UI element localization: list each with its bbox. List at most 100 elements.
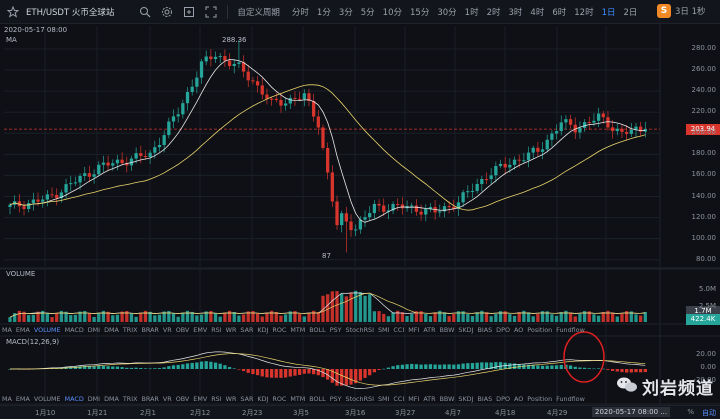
indicator-bias[interactable]: BIAS xyxy=(477,395,493,403)
indicator-mtm[interactable]: MTM xyxy=(290,395,306,403)
indicator-vr[interactable]: VR xyxy=(162,326,172,334)
indicator-dmi[interactable]: DMI xyxy=(87,395,101,403)
indicator-volume[interactable]: VOLUME xyxy=(33,395,61,403)
indicator-skdj[interactable]: SKDJ xyxy=(458,326,474,334)
indicator-ema[interactable]: EMA xyxy=(15,395,30,403)
interval-tab-4[interactable]: 10分 xyxy=(382,7,402,18)
macd-histogram-bar xyxy=(330,369,334,383)
indicator-wr[interactable]: WR xyxy=(225,395,237,403)
indicator-skdj[interactable]: SKDJ xyxy=(458,395,474,403)
indicator-stochrsi[interactable]: StochRSI xyxy=(345,395,374,403)
interval-tab-3[interactable]: 5分 xyxy=(360,7,375,18)
indicator-sar[interactable]: SAR xyxy=(240,395,254,403)
macd-histogram-bar xyxy=(326,369,330,380)
indicator-brar[interactable]: BRAR xyxy=(141,395,159,403)
volume-bar xyxy=(69,315,73,322)
indicator-ao[interactable]: AO xyxy=(513,395,524,403)
indicator-wr[interactable]: WR xyxy=(225,326,237,334)
indicator-emv[interactable]: EMV xyxy=(193,395,208,403)
macd-legend[interactable]: MACD(12,26,9) xyxy=(6,338,60,346)
indicator-ma[interactable]: MA xyxy=(2,395,12,403)
volume-bar xyxy=(573,316,577,322)
indicator-dma[interactable]: DMA xyxy=(104,395,119,403)
candle-body xyxy=(419,211,423,215)
indicator-bbw[interactable]: BBW xyxy=(439,395,455,403)
indicator-macd[interactable]: MACD xyxy=(64,395,84,403)
volume-bar xyxy=(8,317,12,322)
candle-body xyxy=(358,219,362,230)
interval-tab-13[interactable]: 1日 xyxy=(601,7,616,18)
indicator-obv[interactable]: OBV xyxy=(175,395,190,403)
indicator-macd[interactable]: MACD xyxy=(64,326,84,334)
indicator-ma[interactable]: MA xyxy=(2,326,12,334)
interval-tab-12[interactable]: 12时 xyxy=(574,7,594,18)
interval-tab-10[interactable]: 4时 xyxy=(530,7,545,18)
interval-tab-8[interactable]: 2时 xyxy=(486,7,501,18)
indicator-sar[interactable]: SAR xyxy=(240,326,254,334)
indicator-stochrsi[interactable]: StochRSI xyxy=(345,326,374,334)
indicator-ao[interactable]: AO xyxy=(513,326,524,334)
indicator-dpo[interactable]: DPO xyxy=(496,395,510,403)
indicator-cci[interactable]: CCI xyxy=(393,326,405,334)
volume-legend[interactable]: VOLUME xyxy=(6,270,36,278)
indicator-psy[interactable]: PSY xyxy=(329,326,342,334)
custom-interval-button[interactable]: 自定义周期 xyxy=(237,7,280,18)
search-icon[interactable] xyxy=(136,3,154,21)
indicator-roc[interactable]: ROC xyxy=(272,326,287,334)
percent-toggle[interactable]: % xyxy=(687,408,694,416)
interval-tab-14[interactable]: 2日 xyxy=(623,7,638,18)
indicator-dmi[interactable]: DMI xyxy=(87,326,101,334)
indicator-trix[interactable]: TRIX xyxy=(122,395,138,403)
indicator-rsi[interactable]: RSI xyxy=(211,326,222,334)
symbol-title[interactable]: ETH/USDT 火币全球站 xyxy=(26,7,115,18)
interval-tab-2[interactable]: 3分 xyxy=(338,7,353,18)
indicator-brar[interactable]: BRAR xyxy=(141,326,159,334)
indicator-kdj[interactable]: KDJ xyxy=(257,326,269,334)
indicator-mtm[interactable]: MTM xyxy=(290,326,306,334)
indicator-boll[interactable]: BOLL xyxy=(309,326,326,334)
indicator-emv[interactable]: EMV xyxy=(193,326,208,334)
interval-tab-7[interactable]: 1时 xyxy=(464,7,479,18)
ma-legend[interactable]: MA xyxy=(6,36,17,44)
interval-tab-9[interactable]: 3时 xyxy=(508,7,523,18)
settings-gear-icon[interactable] xyxy=(158,3,176,21)
macd-histogram-bar xyxy=(601,368,605,370)
indicator-bbw[interactable]: BBW xyxy=(439,326,455,334)
indicator-smi[interactable]: SMI xyxy=(377,326,390,334)
indicator-fundflow[interactable]: Fundflow xyxy=(556,395,585,403)
indicator-dpo[interactable]: DPO xyxy=(496,326,510,334)
indicator-bias[interactable]: BIAS xyxy=(477,326,493,334)
volume-bar xyxy=(31,314,35,322)
indicator-kdj[interactable]: KDJ xyxy=(257,395,269,403)
indicator-roc[interactable]: ROC xyxy=(272,395,287,403)
more-intervals[interactable]: 3日 1秒 xyxy=(675,7,706,17)
interval-tab-1[interactable]: 1分 xyxy=(316,7,331,18)
symbol-search-icon[interactable] xyxy=(4,3,22,21)
screenshot-icon[interactable] xyxy=(180,3,198,21)
indicator-atr[interactable]: ATR xyxy=(423,395,436,403)
interval-tab-6[interactable]: 30分 xyxy=(437,7,457,18)
interval-tab-5[interactable]: 15分 xyxy=(410,7,430,18)
interval-tab-11[interactable]: 6时 xyxy=(552,7,567,18)
indicator-boll[interactable]: BOLL xyxy=(309,395,326,403)
indicator-obv[interactable]: OBV xyxy=(175,326,190,334)
fullscreen-icon[interactable] xyxy=(202,3,220,21)
indicator-smi[interactable]: SMI xyxy=(377,395,390,403)
indicator-psy[interactable]: PSY xyxy=(329,395,342,403)
interval-tab-0[interactable]: 分时 xyxy=(291,7,309,18)
indicator-rsi[interactable]: RSI xyxy=(211,395,222,403)
auto-scale-toggle[interactable]: 自动 xyxy=(702,409,716,417)
indicator-volume[interactable]: VOLUME xyxy=(33,326,61,334)
indicator-mfi[interactable]: MFI xyxy=(408,395,420,403)
indicator-ema[interactable]: EMA xyxy=(15,326,30,334)
indicator-vr[interactable]: VR xyxy=(162,395,172,403)
indicator-atr[interactable]: ATR xyxy=(423,326,436,334)
indicator-trix[interactable]: TRIX xyxy=(122,326,138,334)
indicator-dma[interactable]: DMA xyxy=(104,326,119,334)
indicator-position[interactable]: Position xyxy=(527,395,553,403)
indicator-fundflow[interactable]: Fundflow xyxy=(556,326,585,334)
indicator-mfi[interactable]: MFI xyxy=(408,326,420,334)
price-chart[interactable] xyxy=(0,0,720,405)
indicator-position[interactable]: Position xyxy=(527,326,553,334)
indicator-cci[interactable]: CCI xyxy=(393,395,405,403)
